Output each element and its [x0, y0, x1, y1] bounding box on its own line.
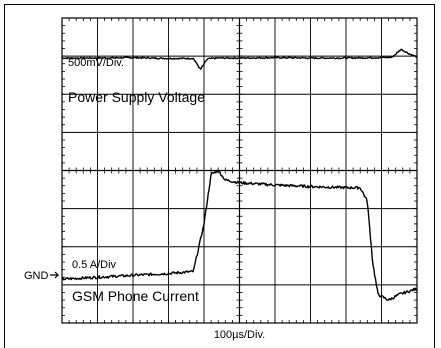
current-series-label: GSM Phone Current — [72, 288, 199, 304]
series-line-voltage — [62, 48, 418, 70]
traces — [61, 48, 418, 301]
current-scale-label: 0.5 A/Div — [72, 259, 117, 271]
ground-arrow-icon — [50, 271, 60, 279]
figure-frame — [4, 4, 435, 348]
series-line-current — [61, 170, 418, 301]
center-axis-ticks — [61, 17, 418, 324]
voltage-series-label: Power Supply Voltage — [68, 89, 205, 105]
ground-marker-label: GND — [24, 270, 49, 282]
voltage-scale-label: 500mV/Div. — [68, 57, 124, 69]
x-axis-label: 100µs/Div. — [214, 329, 265, 341]
